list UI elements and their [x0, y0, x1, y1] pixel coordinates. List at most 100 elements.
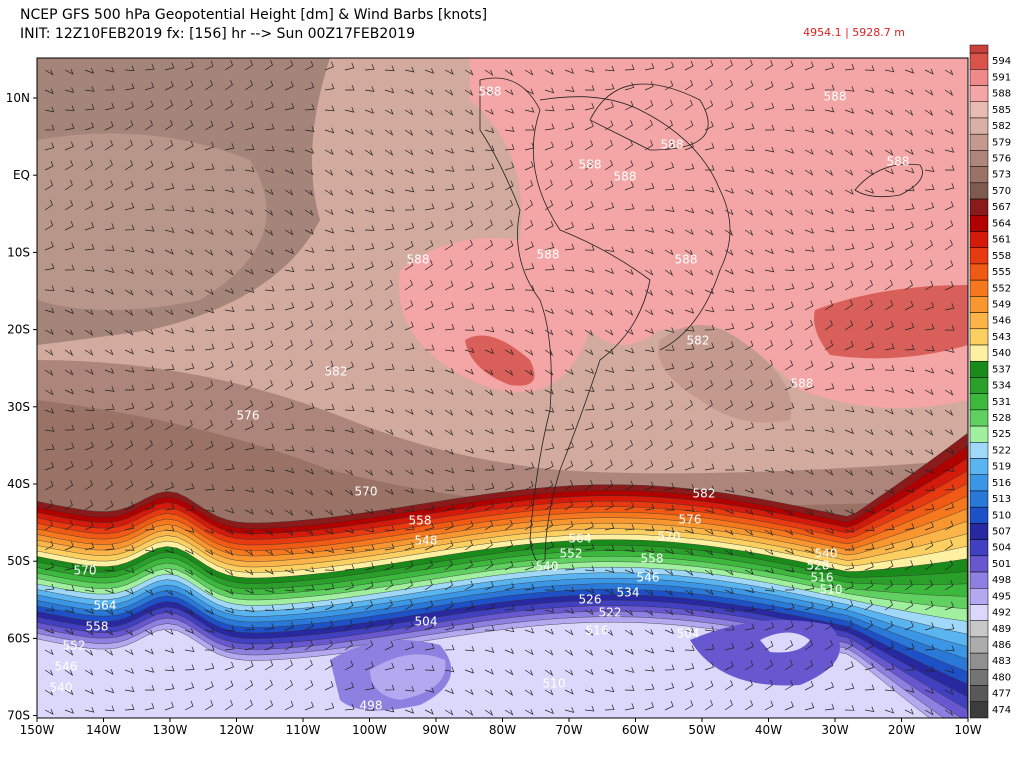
wind-barb: [684, 608, 694, 615]
wind-barb: [884, 129, 894, 137]
wind-barb: [784, 320, 794, 331]
wind-barb: [184, 682, 195, 691]
colorbar-swatch: [969, 490, 989, 508]
wind-barb: [44, 263, 55, 271]
wind-barb: [404, 488, 415, 494]
wind-barb: [664, 289, 674, 296]
wind-barb: [644, 701, 654, 711]
wind-barb: [664, 363, 675, 371]
wind-barb: [744, 167, 755, 174]
wind-barb: [144, 684, 155, 691]
lon-label: 20W: [888, 723, 915, 737]
wind-barb: [124, 704, 135, 711]
wind-barb: [384, 299, 393, 311]
wind-barb: [624, 289, 634, 296]
wind-barb: [624, 160, 634, 171]
wind-barb: [924, 184, 935, 191]
wind-barb: [544, 461, 554, 471]
wind-barb: [824, 189, 834, 196]
wind-barb: [584, 565, 595, 572]
wind-barb: [684, 185, 695, 192]
wind-barb: [304, 301, 314, 311]
wind-barb: [144, 702, 155, 711]
wind-barb: [564, 688, 574, 695]
wind-barb: [664, 526, 675, 533]
wind-barb: [44, 689, 54, 696]
contour-label: 558: [641, 552, 664, 566]
wind-barb: [224, 463, 235, 471]
wind-barb: [64, 442, 75, 451]
wind-barb: [344, 299, 354, 311]
wind-barb: [844, 562, 855, 571]
wind-barb: [444, 202, 454, 211]
wind-barb: [584, 629, 594, 636]
wind-barb: [564, 387, 575, 394]
wind-barb: [764, 229, 774, 236]
wind-barb: [684, 269, 694, 276]
wind-barb: [464, 667, 475, 674]
wind-barb: [684, 440, 694, 451]
wind-barb: [844, 526, 855, 533]
wind-barb: [944, 164, 955, 171]
wind-barb: [44, 627, 55, 634]
wind-barb: [944, 539, 953, 551]
wind-barb: [704, 142, 715, 151]
wind-barb: [64, 480, 74, 491]
wind-barb: [184, 289, 194, 296]
wind-barb: [344, 703, 355, 711]
wind-barb: [624, 459, 633, 471]
wind-barb: [604, 440, 614, 451]
wind-barb: [64, 628, 74, 635]
wind-barb: [44, 480, 54, 491]
wind-barb: [764, 302, 775, 311]
wind-barb: [884, 66, 895, 73]
wind-barb: [104, 201, 114, 211]
wind-barb: [705, 164, 715, 171]
wind-barb: [44, 142, 55, 151]
wind-barb: [864, 279, 873, 291]
colorbar-swatch: [969, 442, 989, 459]
wind-barb: [64, 68, 74, 75]
wind-barb: [264, 59, 273, 71]
wind-barb: [284, 209, 294, 217]
wind-barb: [764, 423, 775, 431]
wind-barb: [124, 501, 134, 511]
wind-barb: [184, 362, 195, 371]
wind-barb: [584, 84, 595, 91]
wind-barb: [904, 89, 914, 96]
wind-barb: [904, 522, 915, 531]
wind-barb: [924, 129, 934, 136]
wind-barb: [364, 108, 375, 114]
wind-barb: [944, 429, 954, 436]
readout: 4954.1 | 5928.7 m: [803, 26, 905, 39]
lon-label: 60W: [622, 723, 649, 737]
wind-barb: [564, 441, 574, 451]
wind-barb: [864, 599, 873, 611]
wind-barb: [624, 439, 633, 451]
wind-barb: [864, 242, 875, 251]
colorbar-label: 510: [992, 510, 1011, 521]
colorbar-swatch: [969, 636, 989, 654]
wind-barb: [304, 148, 315, 154]
wind-barb: [504, 709, 514, 716]
wind-barb: [504, 389, 514, 396]
wind-barb: [924, 202, 935, 211]
wind-barb: [424, 240, 434, 251]
wind-barb: [744, 679, 753, 691]
wind-barb: [844, 619, 853, 631]
wind-barb: [924, 89, 934, 96]
wind-barb: [224, 569, 234, 576]
wind-barb: [804, 169, 814, 176]
wind-barb: [64, 242, 75, 251]
wind-barb: [284, 359, 293, 371]
wind-barb: [644, 248, 654, 255]
wind-barb: [764, 340, 774, 351]
wind-barb: [744, 509, 754, 516]
wind-barb: [764, 168, 774, 175]
colorbar-swatch: [969, 247, 989, 265]
wind-barb: [864, 206, 875, 212]
colorbar-swatch: [969, 312, 989, 330]
wind-barb: [704, 441, 714, 451]
wind-barb: [164, 569, 174, 576]
wind-barb: [864, 65, 875, 71]
